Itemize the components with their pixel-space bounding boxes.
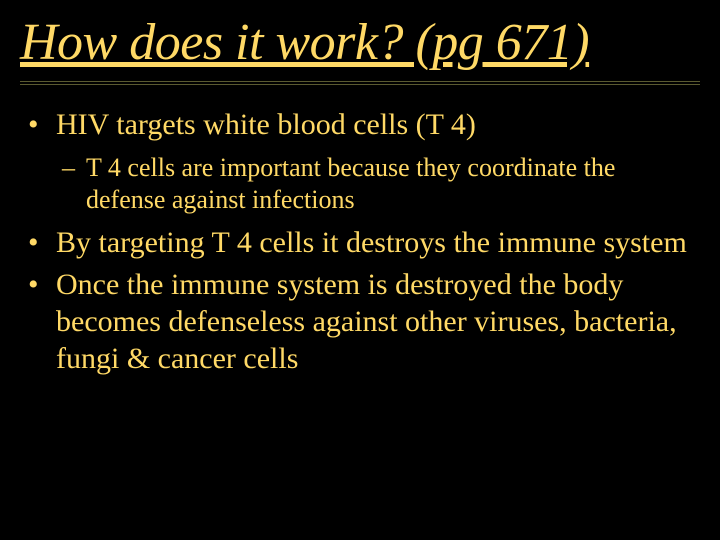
sub-list: T 4 cells are important because they coo… <box>56 152 700 217</box>
list-item: By targeting T 4 cells it destroys the i… <box>20 225 700 262</box>
bullet-text: By targeting T 4 cells it destroys the i… <box>56 226 687 259</box>
subbullet-text: T 4 cells are important because they coo… <box>86 153 615 215</box>
bullet-text: Once the immune system is destroyed the … <box>56 268 677 374</box>
slide-title: How does it work? (pg 671) <box>20 14 700 71</box>
list-item: HIV targets white blood cells (T 4) T 4 … <box>20 107 700 217</box>
bullet-text: HIV targets white blood cells (T 4) <box>56 108 476 141</box>
list-item: Once the immune system is destroyed the … <box>20 267 700 377</box>
title-divider <box>20 81 700 85</box>
list-item: T 4 cells are important because they coo… <box>56 152 700 217</box>
bullet-list: HIV targets white blood cells (T 4) T 4 … <box>20 107 700 377</box>
